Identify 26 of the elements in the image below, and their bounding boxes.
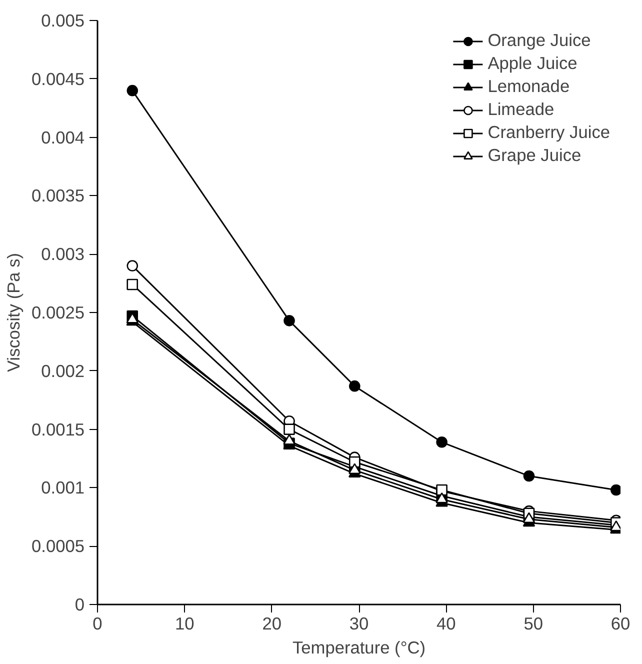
x-tick-label: 30	[349, 614, 369, 634]
x-tick-label: 10	[175, 614, 194, 634]
legend-label: Apple Juice	[488, 53, 578, 74]
x-tick-label: 60	[610, 614, 630, 634]
y-tick-label: 0.001	[41, 478, 85, 498]
legend-label: Limeade	[488, 99, 554, 120]
y-tick-label: 0.0045	[32, 68, 84, 89]
legend-label: Grape Juice	[488, 145, 582, 166]
y-tick-label: 0	[74, 594, 85, 614]
y-tick-label: 0.0035	[32, 186, 84, 206]
legend-label: Lemonade	[488, 76, 570, 97]
y-tick-label: 0.002	[41, 360, 85, 381]
x-axis-title: Temperature (°C)	[292, 638, 426, 658]
x-tick-label: 40	[436, 614, 456, 634]
y-tick-label: 0.0005	[32, 536, 84, 556]
x-tick-label: 20	[262, 614, 282, 634]
x-tick-label: 0	[92, 614, 102, 634]
y-tick-label: 0.0015	[32, 419, 84, 440]
y-tick-label: 0.0025	[32, 302, 84, 322]
legend-label: Orange Juice	[488, 30, 591, 51]
y-tick-label: 0.004	[41, 127, 85, 148]
x-tick-label: 50	[524, 614, 543, 634]
y-tick-label: 0.003	[41, 244, 85, 264]
y-axis-title: Viscosity (Pa s)	[4, 252, 24, 372]
y-tick-label: 0.005	[41, 10, 85, 30]
legend-label: Cranberry Juice	[488, 122, 610, 143]
